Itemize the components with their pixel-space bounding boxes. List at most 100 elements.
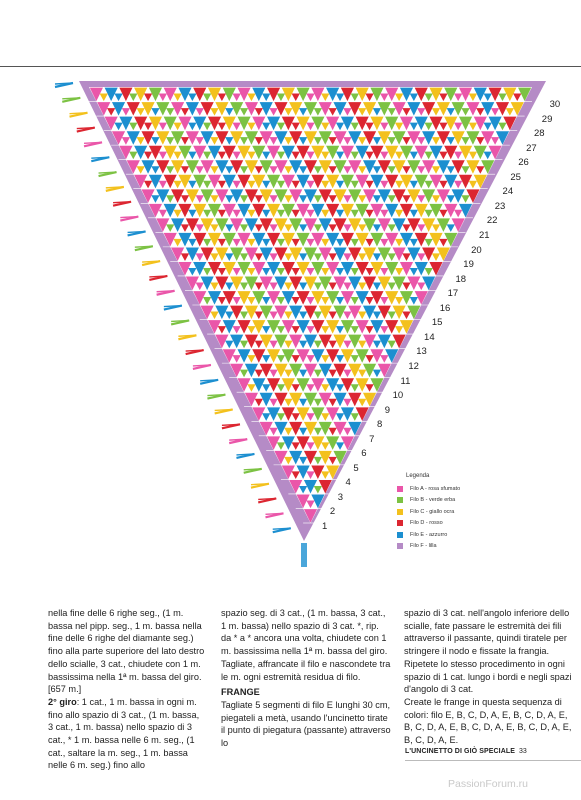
motif-triangle bbox=[237, 203, 251, 218]
motif-triangle bbox=[244, 160, 259, 174]
motif-triangle bbox=[473, 145, 487, 160]
motif-triangle bbox=[481, 102, 495, 116]
motif-diamond bbox=[284, 166, 293, 174]
motif-triangle bbox=[207, 291, 222, 305]
motif-triangle bbox=[422, 131, 436, 145]
motif-diamond bbox=[202, 297, 212, 305]
motif-diamond bbox=[306, 151, 315, 160]
motif-diamond bbox=[306, 267, 315, 276]
motif-triangle bbox=[259, 160, 273, 174]
motif-diamond bbox=[321, 122, 330, 131]
motif-diamond bbox=[409, 151, 419, 160]
motif-diamond bbox=[225, 340, 234, 349]
motif-triangle bbox=[148, 145, 163, 160]
motif-diamond bbox=[358, 398, 367, 407]
motif-diamond bbox=[232, 267, 241, 276]
row-number: 14 bbox=[424, 331, 435, 343]
motif-triangle bbox=[274, 131, 288, 145]
motif-triangle bbox=[399, 320, 414, 334]
legend-item: Filo E - azzurro bbox=[397, 529, 517, 541]
motif-diamond bbox=[195, 282, 204, 291]
row-number: 20 bbox=[471, 244, 482, 256]
motif-diamond bbox=[358, 108, 367, 116]
motif-diamond bbox=[291, 151, 300, 160]
motif-diamond bbox=[254, 340, 263, 349]
motif-triangle bbox=[311, 320, 325, 334]
motif-diamond bbox=[439, 238, 448, 247]
motif-triangle bbox=[193, 87, 207, 102]
motif-triangle bbox=[355, 320, 369, 334]
motif-triangle bbox=[274, 305, 288, 320]
motif-triangle bbox=[407, 276, 421, 291]
motif-triangle bbox=[119, 116, 133, 131]
motif-triangle bbox=[392, 102, 406, 116]
motif-triangle bbox=[311, 378, 325, 392]
motif-diamond bbox=[358, 195, 367, 203]
motif-triangle bbox=[473, 116, 487, 131]
motif-diamond bbox=[262, 267, 271, 276]
motif-triangle bbox=[289, 131, 303, 145]
motif-diamond bbox=[262, 326, 271, 334]
motif-diamond bbox=[394, 297, 404, 305]
motif-triangle bbox=[267, 203, 281, 218]
motif-diamond bbox=[210, 195, 219, 203]
motif-triangle bbox=[392, 276, 406, 291]
motif-triangle bbox=[377, 102, 391, 116]
motif-triangle bbox=[399, 145, 414, 160]
motif-diamond bbox=[394, 151, 404, 160]
motif-triangle bbox=[267, 349, 281, 363]
motif-diamond bbox=[291, 122, 300, 131]
motif-triangle bbox=[392, 334, 406, 349]
motif-triangle bbox=[215, 247, 229, 261]
fringe-tassel bbox=[91, 156, 110, 163]
motif-triangle bbox=[362, 363, 377, 378]
motif-triangle bbox=[274, 189, 288, 203]
motif-diamond bbox=[188, 209, 197, 218]
motif-triangle bbox=[326, 174, 340, 189]
motif-triangle bbox=[289, 392, 303, 407]
motif-diamond bbox=[365, 355, 374, 363]
motif-triangle bbox=[399, 262, 414, 276]
motif-triangle bbox=[392, 189, 406, 203]
motif-diamond bbox=[239, 195, 249, 203]
motif-triangle bbox=[311, 174, 325, 189]
motif-triangle bbox=[244, 189, 259, 203]
motif-diamond bbox=[232, 326, 241, 334]
motif-diamond bbox=[321, 93, 330, 102]
top-rule bbox=[0, 66, 581, 67]
motif-diamond bbox=[284, 369, 293, 378]
apex-tassel bbox=[301, 543, 307, 567]
motif-triangle bbox=[207, 174, 222, 189]
motif-triangle bbox=[259, 334, 273, 349]
motif-diamond bbox=[328, 282, 337, 291]
motif-diamond bbox=[372, 282, 382, 291]
motif-diamond bbox=[129, 122, 138, 131]
fringe-tassel bbox=[156, 289, 175, 296]
motif-triangle bbox=[370, 291, 384, 305]
motif-triangle bbox=[348, 160, 362, 174]
motif-diamond bbox=[365, 267, 374, 276]
motif-triangle bbox=[296, 436, 310, 450]
motif-triangle bbox=[244, 102, 259, 116]
motif-diamond bbox=[225, 195, 234, 203]
fringe-tassel bbox=[192, 363, 212, 371]
motif-diamond bbox=[335, 326, 345, 334]
motif-triangle bbox=[466, 102, 480, 116]
motif-triangle bbox=[274, 421, 288, 436]
motif-triangle bbox=[414, 262, 428, 276]
motif-triangle bbox=[399, 116, 414, 131]
motif-triangle bbox=[303, 450, 318, 465]
motif-diamond bbox=[298, 456, 308, 465]
paragraph: 2° giro: 1 cat., 1 m. bassa in ogni m. f… bbox=[48, 696, 200, 771]
motif-triangle bbox=[244, 218, 259, 232]
motif-diamond bbox=[276, 238, 286, 247]
motif-diamond bbox=[166, 108, 175, 116]
motif-diamond bbox=[173, 209, 182, 218]
motif-diamond bbox=[313, 456, 323, 465]
motif-triangle bbox=[333, 218, 347, 232]
motif-diamond bbox=[107, 108, 116, 116]
motif-triangle bbox=[495, 131, 510, 145]
motif-triangle bbox=[230, 363, 244, 378]
motif-triangle bbox=[281, 203, 295, 218]
legend-item: Filo D - rosso bbox=[397, 518, 517, 530]
